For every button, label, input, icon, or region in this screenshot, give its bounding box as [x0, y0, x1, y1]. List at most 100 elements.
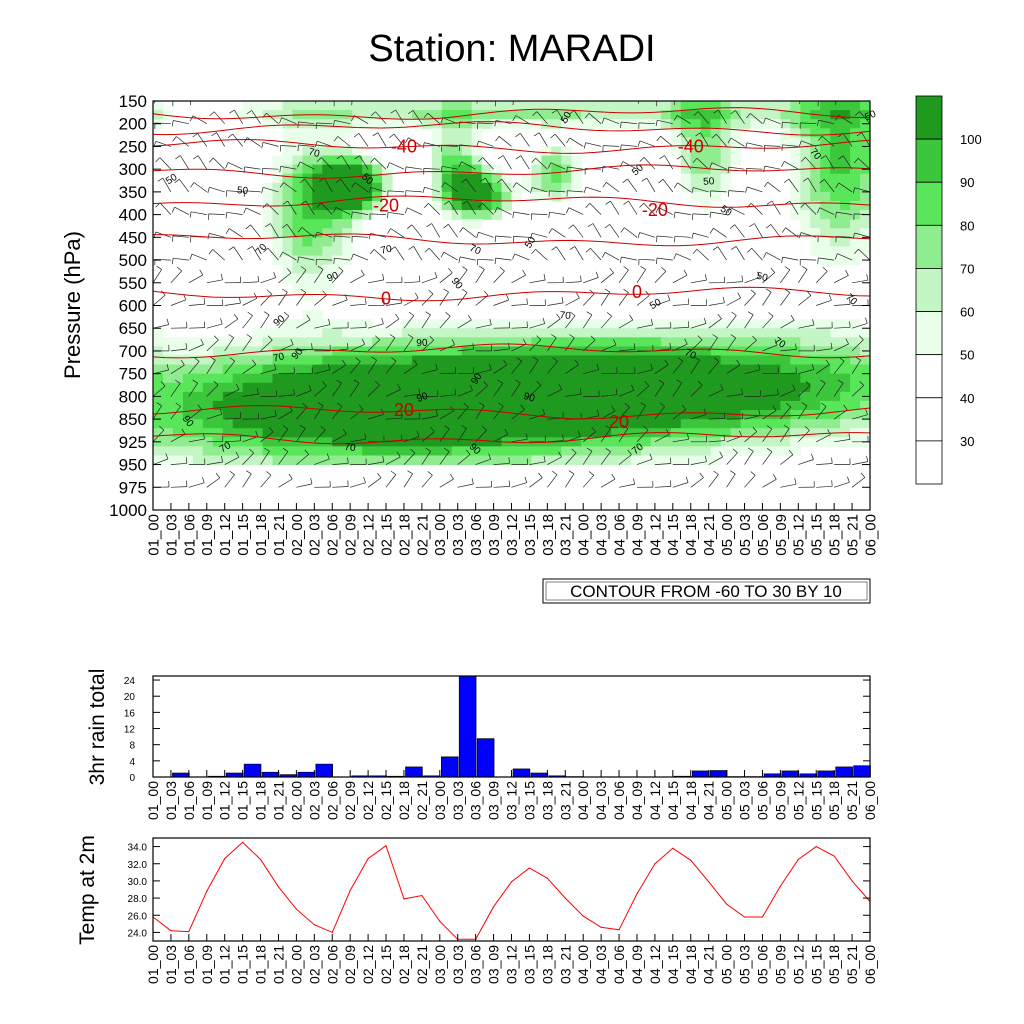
time-tick-label: 04_21: [701, 945, 717, 984]
time-tick-label: 03_00: [432, 514, 449, 556]
colorbar-label: 80: [960, 218, 974, 233]
temperature-point: [833, 855, 835, 857]
time-tick-label: 04_06: [611, 781, 627, 820]
humidity-contour-label: 50: [236, 185, 248, 197]
time-tick-label: 02_06: [324, 781, 340, 820]
time-tick-label: 02_18: [396, 945, 412, 984]
colorbar-label: 30: [960, 434, 974, 449]
time-tick-label: 05_03: [737, 945, 753, 984]
rain-tick-label: 24: [124, 676, 136, 687]
time-tick-label: 01_06: [181, 514, 198, 556]
time-tick-label: 05_18: [827, 514, 844, 556]
pressure-tick-label: 925: [119, 433, 147, 452]
time-tick-label: 01_12: [217, 514, 234, 556]
time-tick-label: 01_21: [271, 514, 288, 556]
time-tick-label: 02_18: [396, 781, 412, 820]
temperature-point: [439, 920, 441, 922]
time-tick-label: 04_18: [683, 781, 699, 820]
time-tick-label: 03_12: [504, 514, 521, 556]
time-tick-label: 04_12: [647, 781, 663, 820]
temperature-contour-label: -20: [642, 200, 668, 220]
time-tick-label: 03_09: [486, 514, 503, 556]
temperature-point: [349, 889, 351, 892]
humidity-contour-label: 70: [683, 347, 698, 362]
time-tick-label: 03_00: [432, 781, 448, 820]
time-tick-label: 01_06: [181, 781, 197, 820]
time-tick-label: 02_03: [307, 514, 324, 556]
time-tick-label: 03_21: [557, 781, 573, 820]
temperature-point: [797, 858, 799, 861]
time-tick-label: 02_21: [414, 514, 431, 556]
temperature-panel: 24.026.028.030.032.034.001_00 01_03 01_06 0…: [76, 835, 878, 984]
time-tick-label: 03_18: [540, 514, 557, 556]
temperature-point: [815, 846, 817, 848]
time-tick-label: 02_12: [360, 781, 376, 820]
pressure-tick-label: 700: [119, 342, 147, 361]
time-tick-label: 02_03: [306, 945, 322, 984]
temperature-tick-label: 32.0: [128, 860, 148, 871]
humidity-contour-label: 50: [559, 110, 574, 126]
time-tick-label: 02_00: [288, 781, 304, 820]
temperature-tick-label: 24.0: [128, 928, 148, 939]
time-tick-label: 01_15: [235, 514, 252, 556]
time-tick-label: 05_15: [808, 781, 824, 820]
time-tick-label: 02_12: [360, 945, 376, 984]
temperature-point: [654, 863, 656, 865]
time-tick-label: 05_06: [754, 945, 770, 984]
time-tick-label: 05_12: [790, 781, 806, 820]
time-tick-label: 04_15: [665, 945, 681, 984]
time-tick-label: 03_15: [521, 945, 537, 984]
time-tick-label: 03_03: [450, 781, 466, 820]
rain-bar: [261, 771, 280, 778]
rain-frame: [152, 675, 871, 778]
temperature-tick-label: 30.0: [128, 877, 148, 888]
time-tick-label: 06_00: [862, 781, 878, 820]
temperature-contour-label: -40: [678, 136, 704, 156]
humidity-contour-label: 50: [523, 235, 538, 251]
temperature-contour-label: -40: [391, 136, 417, 156]
pressure-tick-label: 400: [119, 206, 147, 225]
rain-bar: [458, 675, 477, 778]
pressure-tick-label: 550: [119, 274, 147, 293]
time-tick-label: 05_03: [737, 514, 754, 556]
time-tick-label: 03_09: [486, 781, 502, 820]
temperature-point: [331, 931, 333, 934]
time-tick-label: 05_00: [719, 514, 736, 556]
time-tick-label: 03_00: [432, 945, 448, 984]
time-tick-label: 04_15: [665, 781, 681, 820]
time-tick-label: 05_18: [826, 945, 842, 984]
time-tick-label: 03_18: [539, 781, 555, 820]
temperature-point: [493, 906, 495, 908]
temperature-contour-label: 20: [609, 412, 629, 432]
temperature-contour-label: 20: [394, 400, 414, 420]
temperature-point: [546, 877, 549, 879]
time-tick-label: 04_18: [683, 514, 700, 556]
humidity-contour-label: 70: [344, 442, 357, 454]
time-tick-label: 03_21: [558, 514, 575, 556]
time-tick-label: 04_09: [629, 945, 645, 984]
time-tick-label: 01_00: [145, 945, 161, 984]
pressure-tick-label: 300: [119, 160, 147, 179]
time-tick-label: 04_06: [611, 945, 627, 984]
time-tick-label: 01_09: [199, 945, 215, 984]
time-tick-label: 03_06: [468, 514, 485, 556]
temperature-point: [188, 931, 190, 933]
time-tick-label: 03_09: [486, 945, 502, 984]
temperature-point: [582, 915, 584, 917]
rain-bar: [709, 770, 728, 778]
time-tick-label: 05_00: [719, 945, 735, 984]
time-tick-label: 06_00: [862, 945, 878, 984]
temperature-axis-label: Temp at 2m: [76, 835, 99, 945]
humidity-contour-label: 50: [755, 271, 769, 285]
time-tick-label: 01_00: [145, 781, 161, 820]
rain-tick-label: 0: [129, 773, 135, 784]
rain-tick-label: 8: [129, 741, 135, 752]
pressure-tick-label: 500: [119, 251, 147, 270]
time-tick-label: 03_03: [450, 945, 466, 984]
temperature-frame: [152, 837, 871, 942]
rain-tick-label: 16: [124, 708, 136, 719]
humidity-contour-label: 50: [648, 297, 664, 312]
